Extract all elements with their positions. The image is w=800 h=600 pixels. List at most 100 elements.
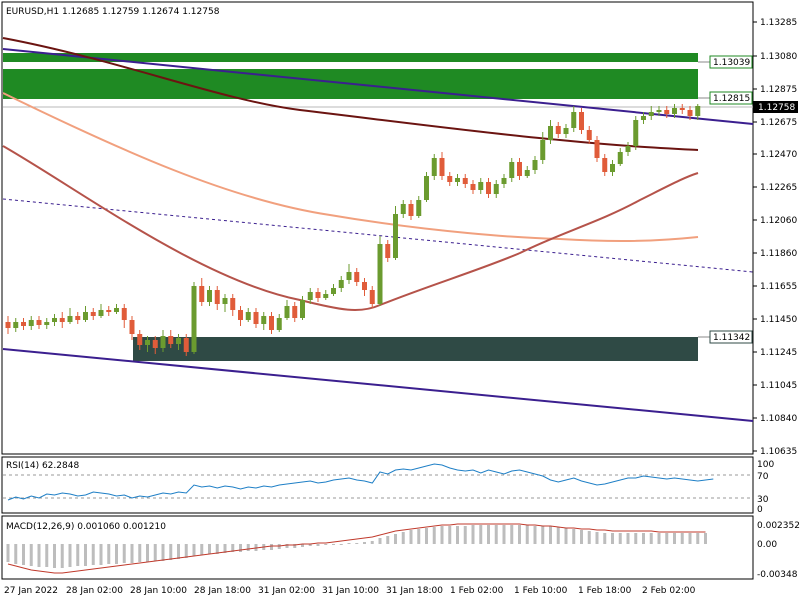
candle-body[interactable] bbox=[393, 214, 398, 258]
candle-body[interactable] bbox=[540, 140, 546, 160]
candle-body[interactable] bbox=[129, 320, 135, 334]
candle-body[interactable] bbox=[571, 112, 577, 128]
candle-body[interactable] bbox=[90, 312, 96, 316]
candle-body[interactable] bbox=[548, 126, 553, 140]
candle-body[interactable] bbox=[478, 182, 484, 190]
candle-body[interactable] bbox=[532, 160, 538, 170]
candle-body[interactable] bbox=[362, 282, 367, 290]
candle-body[interactable] bbox=[431, 158, 437, 176]
candle-body[interactable] bbox=[75, 316, 81, 320]
candle-body[interactable] bbox=[253, 312, 259, 324]
candle-body[interactable] bbox=[470, 184, 476, 190]
candle-body[interactable] bbox=[408, 204, 414, 216]
channel-lower-line[interactable] bbox=[2, 348, 754, 422]
candle-body[interactable] bbox=[168, 336, 174, 344]
candle-body[interactable] bbox=[222, 298, 228, 304]
price-axis-label: 1.11450 bbox=[760, 315, 797, 325]
candle-body[interactable] bbox=[269, 316, 274, 330]
candle-body[interactable] bbox=[67, 316, 73, 322]
candle-body[interactable] bbox=[315, 292, 321, 298]
candle-body[interactable] bbox=[687, 110, 693, 116]
candle-body[interactable] bbox=[439, 158, 445, 176]
candle-body[interactable] bbox=[114, 308, 119, 312]
candle-body[interactable] bbox=[641, 116, 646, 120]
candle-body[interactable] bbox=[563, 128, 569, 134]
macd-histogram-bar bbox=[91, 544, 95, 565]
candle-body[interactable] bbox=[602, 158, 608, 172]
candle-body[interactable] bbox=[416, 200, 422, 216]
channel-upper-line[interactable] bbox=[2, 48, 754, 125]
candle-body[interactable] bbox=[617, 152, 623, 164]
candle-body[interactable] bbox=[385, 244, 391, 258]
candle-body[interactable] bbox=[245, 312, 251, 320]
candle-body[interactable] bbox=[238, 310, 243, 320]
candle-body[interactable] bbox=[199, 286, 205, 302]
candle-body[interactable] bbox=[44, 322, 50, 325]
candle-body[interactable] bbox=[183, 338, 189, 352]
candle-body[interactable] bbox=[5, 322, 11, 328]
candle-body[interactable] bbox=[59, 318, 65, 322]
candlestick-series[interactable] bbox=[5, 104, 701, 356]
candle-body[interactable] bbox=[83, 312, 88, 320]
candle-body[interactable] bbox=[462, 178, 468, 184]
candle-body[interactable] bbox=[501, 178, 507, 184]
candle-body[interactable] bbox=[455, 178, 460, 182]
candle-body[interactable] bbox=[152, 340, 158, 348]
candle-body[interactable] bbox=[555, 126, 561, 134]
candle-body[interactable] bbox=[346, 272, 352, 280]
candle-body[interactable] bbox=[28, 320, 34, 326]
candle-body[interactable] bbox=[52, 318, 57, 322]
candle-body[interactable] bbox=[625, 146, 631, 152]
candle-body[interactable] bbox=[377, 244, 383, 304]
candle-body[interactable] bbox=[586, 130, 592, 140]
candle-body[interactable] bbox=[307, 292, 313, 300]
candle-body[interactable] bbox=[176, 338, 181, 344]
candle-body[interactable] bbox=[137, 334, 143, 345]
candle-body[interactable] bbox=[447, 176, 453, 182]
candle-body[interactable] bbox=[21, 322, 26, 326]
candle-body[interactable] bbox=[509, 162, 515, 178]
candle-body[interactable] bbox=[610, 164, 615, 172]
candle-body[interactable] bbox=[664, 110, 670, 114]
candle-body[interactable] bbox=[106, 310, 112, 312]
candle-body[interactable] bbox=[594, 140, 600, 158]
candle-body[interactable] bbox=[98, 310, 104, 316]
candle-body[interactable] bbox=[331, 288, 336, 294]
candle-body[interactable] bbox=[300, 300, 305, 318]
candle-body[interactable] bbox=[656, 110, 662, 112]
macd-histogram-bar bbox=[673, 533, 676, 544]
rsi-panel-frame[interactable] bbox=[1, 456, 754, 514]
candle-body[interactable] bbox=[160, 336, 166, 348]
candle-body[interactable] bbox=[354, 272, 360, 282]
candle-body[interactable] bbox=[338, 280, 344, 288]
candle-body[interactable] bbox=[679, 108, 685, 110]
candle-body[interactable] bbox=[276, 318, 282, 330]
candle-body[interactable] bbox=[524, 170, 530, 176]
candle-body[interactable] bbox=[517, 162, 522, 176]
macd-panel-frame[interactable] bbox=[1, 515, 754, 580]
candle-body[interactable] bbox=[400, 204, 406, 214]
candle-body[interactable] bbox=[261, 316, 267, 324]
candle-body[interactable] bbox=[284, 306, 290, 318]
candle-body[interactable] bbox=[191, 286, 197, 352]
candle-body[interactable] bbox=[672, 108, 677, 114]
candle-body[interactable] bbox=[633, 120, 639, 146]
candle-body[interactable] bbox=[486, 182, 491, 194]
candle-body[interactable] bbox=[121, 308, 127, 320]
candle-body[interactable] bbox=[695, 106, 701, 116]
candle-body[interactable] bbox=[323, 294, 329, 298]
price-axis-label: 1.10840 bbox=[760, 414, 797, 424]
candle-body[interactable] bbox=[230, 298, 236, 310]
candle-body[interactable] bbox=[369, 290, 375, 304]
candle-body[interactable] bbox=[13, 322, 19, 328]
candle-body[interactable] bbox=[493, 184, 499, 194]
candle-body[interactable] bbox=[145, 340, 150, 345]
candle-body[interactable] bbox=[292, 306, 298, 318]
candle-body[interactable] bbox=[424, 176, 429, 200]
candle-body[interactable] bbox=[36, 320, 42, 325]
candle-body[interactable] bbox=[648, 112, 654, 116]
zone-label-box bbox=[709, 330, 753, 344]
candle-body[interactable] bbox=[207, 290, 212, 302]
candle-body[interactable] bbox=[214, 290, 220, 304]
candle-body[interactable] bbox=[579, 112, 584, 130]
